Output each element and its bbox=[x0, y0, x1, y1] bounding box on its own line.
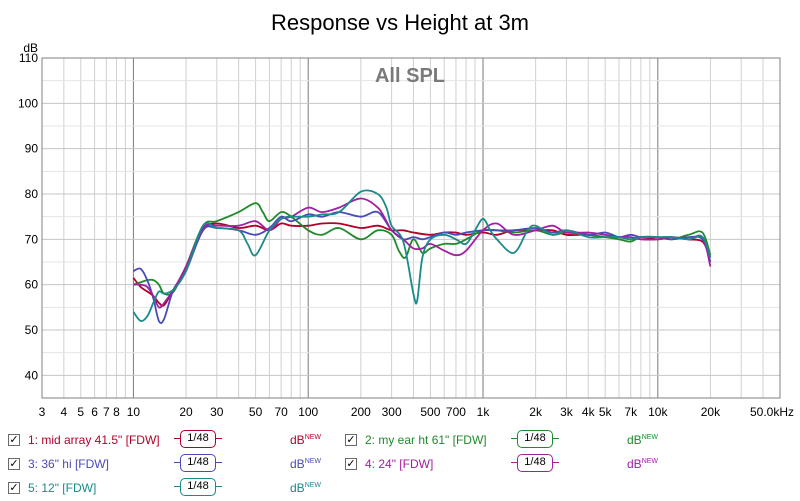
x-tick-label: 300 bbox=[382, 405, 402, 419]
x-tick-label: 3k bbox=[560, 405, 574, 419]
chart-watermark: All SPL bbox=[375, 65, 445, 87]
legend-label-3: 3: 36" hi [FDW] bbox=[28, 457, 109, 471]
x-tick-label: 50.0kHz bbox=[750, 405, 794, 419]
series-line-5 bbox=[132, 189, 712, 322]
legend: ✓ 1: mid array 41.5" [FDW] 1/48 dBNEW ✓ … bbox=[0, 424, 800, 500]
legend-label-5: 5: 12" [FDW] bbox=[28, 481, 97, 495]
x-tick-label: 8 bbox=[113, 405, 120, 419]
y-tick-label: 40 bbox=[25, 368, 39, 382]
x-tick-label: 7 bbox=[103, 405, 110, 419]
y-tick-label: 110 bbox=[19, 51, 38, 65]
legend-unit-4: dBNEW bbox=[627, 457, 659, 471]
chart-area: 40 50 60 70 80 90 100 110 dB 3 4 5 6 7 8 10 20 30 50 70 100 2… bbox=[18, 10, 794, 419]
smoothing-button-2[interactable]: 1/48 bbox=[511, 430, 559, 448]
y-tick-label: 70 bbox=[25, 232, 39, 246]
y-tick-label: 90 bbox=[25, 142, 39, 156]
legend-checkbox-2[interactable]: ✓ bbox=[345, 433, 357, 446]
smoothing-button-5[interactable]: 1/48 bbox=[174, 478, 222, 496]
y-tick-label: 80 bbox=[25, 187, 39, 201]
legend-item-4: ✓ 4: 24" [FDW] 1/48 dBNEW bbox=[345, 454, 675, 476]
x-tick-label: 700 bbox=[446, 405, 466, 419]
smoothing-button-4[interactable]: 1/48 bbox=[511, 454, 559, 472]
x-tick-label: 5 bbox=[77, 405, 84, 419]
legend-item-2: ✓ 2: my ear ht 61" [FDW] 1/48 dBNEW bbox=[345, 430, 675, 452]
x-tick-label: 50 bbox=[249, 405, 263, 419]
y-tick-label: 50 bbox=[25, 323, 39, 337]
x-tick-label: 5k bbox=[599, 405, 613, 419]
legend-unit-2: dBNEW bbox=[627, 433, 659, 447]
chart-title: Response vs Height at 3m bbox=[271, 10, 529, 35]
y-tick-label: 60 bbox=[25, 278, 39, 292]
x-tick-label: 500 bbox=[420, 405, 440, 419]
x-tick-label: 2k bbox=[529, 405, 543, 419]
x-tick-label: 30 bbox=[210, 405, 224, 419]
x-tick-label: 1k bbox=[477, 405, 491, 419]
x-tick-label: 20 bbox=[179, 405, 193, 419]
x-tick-label: 20k bbox=[701, 405, 721, 419]
legend-item-3: ✓ 3: 36" hi [FDW] 1/48 dBNEW bbox=[8, 454, 338, 476]
x-tick-label: 7k bbox=[624, 405, 638, 419]
plot-background bbox=[42, 58, 780, 398]
x-tick-label: 3 bbox=[39, 405, 46, 419]
legend-label-1: 1: mid array 41.5" [FDW] bbox=[28, 433, 160, 447]
legend-label-4: 4: 24" [FDW] bbox=[365, 457, 434, 471]
x-tick-label: 200 bbox=[351, 405, 371, 419]
x-tick-label: 70 bbox=[274, 405, 288, 419]
legend-checkbox-1[interactable]: ✓ bbox=[8, 433, 20, 446]
legend-label-2: 2: my ear ht 61" [FDW] bbox=[365, 433, 487, 447]
x-tick-label: 4k bbox=[582, 405, 596, 419]
legend-checkbox-4[interactable]: ✓ bbox=[345, 457, 357, 470]
x-tick-label: 100 bbox=[298, 405, 318, 419]
x-tick-label: 10 bbox=[127, 405, 141, 419]
x-tick-label: 10k bbox=[648, 405, 668, 419]
plot-frame bbox=[41, 57, 781, 399]
smoothing-button-3[interactable]: 1/48 bbox=[174, 454, 222, 472]
legend-checkbox-3[interactable]: ✓ bbox=[8, 457, 20, 470]
legend-unit-5: dBNEW bbox=[290, 481, 322, 495]
y-axis-unit: dB bbox=[23, 41, 38, 55]
legend-item-5: ✓ 5: 12" [FDW] 1/48 dBNEW bbox=[8, 478, 338, 500]
legend-unit-3: dBNEW bbox=[290, 457, 322, 471]
legend-checkbox-5[interactable]: ✓ bbox=[8, 481, 20, 494]
x-tick-label: 4 bbox=[60, 405, 67, 419]
legend-item-1: ✓ 1: mid array 41.5" [FDW] 1/48 dBNEW bbox=[8, 430, 338, 452]
legend-unit-1: dBNEW bbox=[290, 433, 322, 447]
smoothing-button-1[interactable]: 1/48 bbox=[174, 430, 222, 448]
y-tick-label: 100 bbox=[18, 96, 38, 110]
x-tick-label: 6 bbox=[91, 405, 98, 419]
